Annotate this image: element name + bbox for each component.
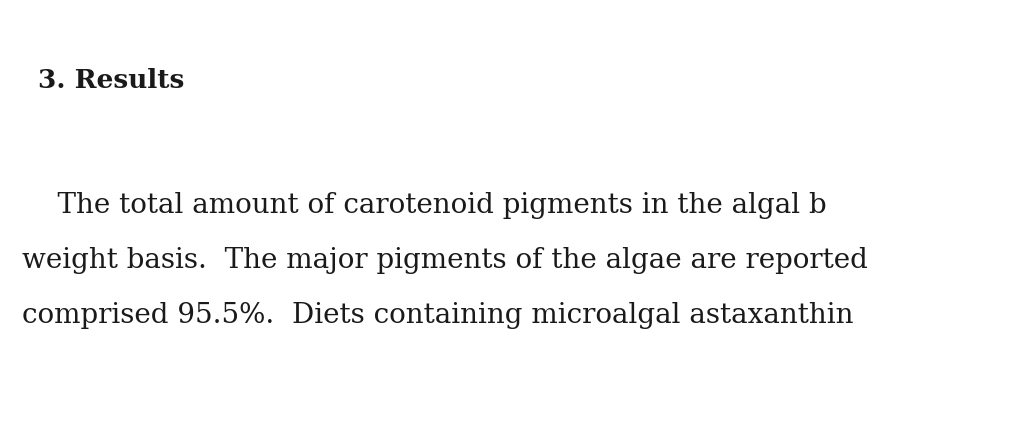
Text: The total amount of carotenoid pigments in the algal b: The total amount of carotenoid pigments … bbox=[23, 191, 827, 219]
Text: comprised 95.5%.  Diets containing microalgal astaxanthin: comprised 95.5%. Diets containing microa… bbox=[23, 301, 853, 328]
Text: weight basis.  The major pigments of the algae are reported: weight basis. The major pigments of the … bbox=[23, 247, 868, 273]
Text: 3. Results: 3. Results bbox=[38, 68, 184, 93]
